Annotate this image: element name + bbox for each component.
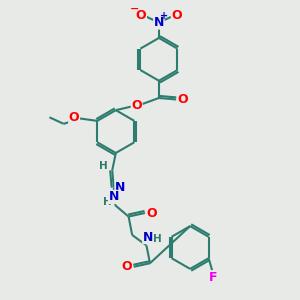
- Text: N: N: [154, 16, 164, 29]
- Text: O: O: [69, 110, 80, 124]
- Text: O: O: [131, 99, 142, 112]
- Text: O: O: [146, 206, 157, 220]
- Text: H: H: [103, 197, 111, 207]
- Text: H: H: [153, 234, 162, 244]
- Text: N: N: [143, 231, 153, 244]
- Text: O: O: [171, 9, 182, 22]
- Text: O: O: [122, 260, 132, 273]
- Text: N: N: [115, 181, 125, 194]
- Text: −: −: [130, 4, 139, 14]
- Text: O: O: [136, 9, 146, 22]
- Text: N: N: [109, 190, 119, 203]
- Text: +: +: [160, 11, 168, 21]
- Text: H: H: [99, 161, 108, 171]
- Text: O: O: [177, 93, 188, 106]
- Text: F: F: [208, 271, 217, 284]
